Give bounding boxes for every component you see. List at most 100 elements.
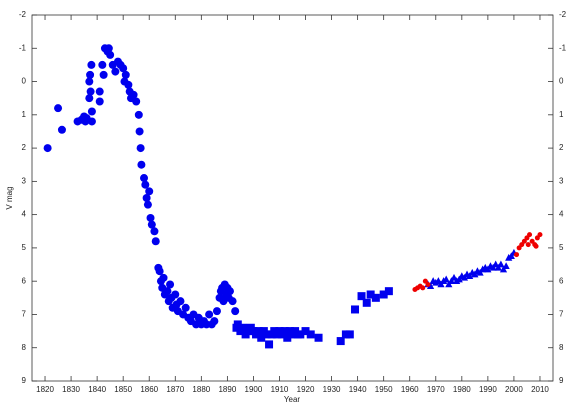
point	[171, 290, 180, 299]
y-tick-label: 8	[22, 343, 27, 352]
y-tick-label: 5	[22, 243, 27, 252]
point	[379, 290, 388, 299]
point	[145, 187, 154, 196]
point	[257, 333, 266, 342]
point	[150, 227, 159, 236]
point	[525, 242, 531, 248]
point	[136, 144, 145, 153]
point	[426, 282, 435, 289]
point	[262, 330, 271, 339]
y-tick-label: 4	[22, 210, 27, 219]
y-tick-label: -1	[19, 43, 27, 52]
x-tick-label: 1970	[427, 385, 445, 394]
point	[181, 303, 190, 312]
point	[129, 90, 138, 99]
point	[141, 180, 150, 189]
point	[497, 260, 505, 268]
point	[537, 232, 543, 238]
point	[163, 287, 172, 296]
x-tick-label: 1870	[166, 385, 184, 394]
point	[425, 282, 431, 288]
y-tick-label-right: 3	[559, 176, 564, 185]
y-tick-label: 7	[22, 310, 27, 319]
x-tick-label: 1830	[62, 385, 80, 394]
x-tick-label: 1930	[323, 385, 341, 394]
y-tick-label: -2	[19, 10, 27, 19]
plot-frame	[31, 14, 554, 382]
point	[159, 273, 168, 282]
point	[514, 252, 520, 258]
point	[336, 337, 345, 346]
point	[140, 174, 149, 183]
point	[135, 127, 144, 136]
point	[86, 70, 95, 79]
x-tick-label: 1890	[218, 385, 236, 394]
point	[95, 87, 104, 96]
point	[146, 213, 155, 222]
point	[85, 77, 94, 86]
point	[283, 333, 292, 342]
y-tick-label: 3	[22, 176, 27, 185]
point	[99, 70, 108, 79]
point	[225, 287, 234, 296]
point	[134, 110, 143, 119]
y-axis-label: V mag	[5, 186, 14, 209]
y-tick-label-right: 8	[559, 343, 564, 352]
point	[87, 117, 96, 126]
y-tick-label: 1	[22, 110, 27, 119]
y-tick-label: 9	[22, 376, 27, 385]
point	[87, 60, 96, 69]
point	[212, 307, 221, 316]
x-tick-label: 1820	[36, 385, 54, 394]
point	[420, 285, 426, 291]
y-tick-label-right: -1	[559, 43, 567, 52]
point	[121, 70, 130, 79]
point	[205, 310, 214, 319]
x-tick-label: 1910	[271, 385, 289, 394]
point	[124, 80, 133, 89]
x-tick-label: 2010	[531, 385, 549, 394]
point	[119, 64, 128, 73]
point	[57, 125, 66, 134]
x-axis-label: Year	[284, 395, 301, 404]
point	[143, 200, 152, 209]
x-tick-label: 1860	[140, 385, 158, 394]
x-tick-label: 1990	[479, 385, 497, 394]
point	[345, 330, 354, 339]
y-tick-label-right: -2	[559, 10, 567, 19]
y-tick-label-right: 4	[559, 210, 564, 219]
point	[106, 50, 115, 59]
point	[151, 237, 160, 246]
point	[442, 275, 450, 283]
point	[155, 267, 164, 276]
point	[296, 330, 305, 339]
point	[43, 144, 52, 153]
x-tick-label: 1900	[245, 385, 263, 394]
y-tick-label-right: 5	[559, 243, 564, 252]
x-tick-label: 1840	[88, 385, 106, 394]
point	[384, 287, 393, 296]
point	[132, 97, 141, 106]
point	[371, 293, 380, 302]
y-tick-label-right: 9	[559, 376, 564, 385]
point	[111, 67, 120, 76]
x-tick-label: 2000	[505, 385, 523, 394]
point	[142, 194, 151, 202]
y-tick-label: 0	[22, 77, 27, 86]
point	[533, 243, 539, 249]
point	[54, 104, 63, 113]
point	[87, 107, 96, 116]
y-tick-label: 2	[22, 143, 27, 152]
point	[265, 340, 274, 349]
point	[231, 307, 240, 316]
point	[86, 87, 95, 96]
point	[98, 60, 107, 69]
point	[306, 330, 315, 339]
point	[301, 327, 310, 336]
y-tick-label-right: 1	[559, 110, 564, 119]
x-tick-label: 1850	[114, 385, 132, 394]
point	[85, 94, 94, 103]
point	[280, 327, 289, 336]
point	[527, 232, 533, 238]
